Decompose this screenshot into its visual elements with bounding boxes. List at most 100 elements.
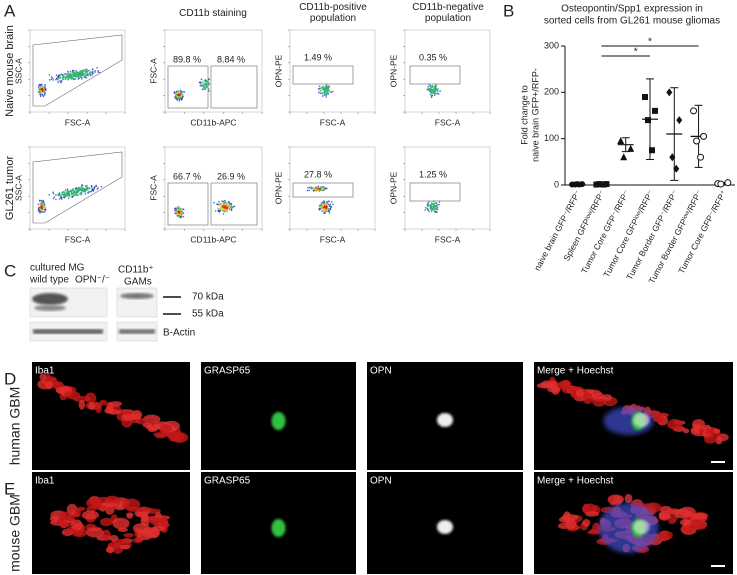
y-axis-label: FSC-A (148, 175, 158, 201)
event-dot (63, 191, 66, 193)
event-dot (182, 90, 184, 93)
event-dot (430, 96, 433, 98)
event-dot (76, 75, 78, 78)
event-dot (427, 209, 430, 211)
cell-signal (63, 528, 78, 533)
event-dot (204, 79, 206, 82)
event-dot (40, 202, 43, 204)
event-dot (63, 78, 65, 80)
event-dot (45, 89, 47, 92)
channel-label: Merge + Hoechst (537, 366, 614, 377)
event-dot (180, 99, 183, 101)
event-dot (325, 85, 327, 87)
event-dot (67, 78, 70, 81)
event-dot (42, 95, 45, 98)
event-dot (323, 94, 326, 96)
event-dot (76, 188, 78, 190)
event-dot (438, 203, 440, 206)
cell-signal (678, 506, 696, 518)
event-dot (73, 71, 75, 74)
cell-signal (682, 428, 690, 434)
event-dot (436, 205, 439, 207)
event-dot (66, 189, 69, 191)
event-dot (323, 89, 326, 91)
cell-signal (44, 381, 54, 390)
event-dot (81, 78, 83, 80)
row-label: GL261 tumor (4, 156, 16, 221)
event-dot (205, 83, 207, 86)
event-dot (202, 85, 204, 87)
event-dot (57, 194, 60, 196)
event-dot (58, 198, 61, 200)
y-axis-label: SSC-A (13, 175, 23, 201)
row-label: mouse GBM (7, 494, 23, 572)
y-axis-label: Fold change to (519, 85, 529, 145)
event-dot (203, 87, 205, 89)
cell-signal (713, 428, 721, 434)
cell-signal (565, 518, 577, 530)
channel-label: Iba1 (35, 366, 55, 377)
data-point (642, 93, 648, 100)
event-dot (182, 212, 185, 214)
event-dot (230, 202, 232, 205)
event-dot (319, 187, 322, 189)
event-dot (327, 92, 330, 94)
event-dot (328, 207, 330, 210)
event-dot (45, 88, 47, 90)
cell-signal (146, 526, 161, 539)
data-point (620, 153, 628, 161)
event-dot (327, 200, 329, 203)
event-dot (431, 201, 433, 204)
event-dot (177, 210, 180, 213)
golgi-signal (271, 412, 286, 430)
event-dot (89, 71, 92, 74)
event-dot (315, 189, 317, 191)
event-dot (319, 87, 321, 90)
event-dot (320, 202, 323, 205)
event-dot (55, 198, 57, 201)
event-dot (86, 73, 89, 76)
event-dot (433, 91, 436, 93)
event-dot (84, 72, 87, 75)
event-dot (79, 189, 81, 192)
cell-signal (100, 517, 113, 527)
y-axis-label: SSC-A (13, 58, 23, 84)
event-dot (332, 203, 334, 206)
nucleus-signal (598, 503, 659, 553)
cell-signal (71, 519, 83, 532)
cell-signal (132, 537, 143, 544)
event-dot (93, 188, 95, 190)
blot-band (119, 329, 155, 334)
cell-signal (104, 504, 115, 515)
event-dot (317, 189, 320, 191)
event-dot (58, 77, 61, 79)
event-dot (57, 81, 59, 83)
event-dot (58, 75, 61, 77)
event-dot (324, 91, 327, 94)
cell-signal (658, 512, 671, 521)
data-point (690, 107, 698, 115)
event-dot (180, 210, 183, 212)
event-dot (87, 192, 89, 194)
gate-percentage: 1.25 % (419, 169, 447, 179)
y-tick-label: 200 (544, 87, 559, 97)
event-dot (77, 73, 79, 76)
flow-plot-frame (289, 29, 376, 113)
chart-title: sorted cells from GL261 mouse gliomas (544, 16, 720, 27)
event-dot (179, 94, 181, 97)
event-dot (84, 193, 87, 195)
event-dot (40, 205, 42, 208)
event-dot (100, 185, 103, 188)
lane-label: cultured MG (30, 263, 85, 274)
event-dot (55, 78, 57, 81)
cell-signal (73, 529, 83, 536)
event-dot (233, 205, 236, 207)
event-dot (64, 77, 67, 80)
event-dot (84, 76, 87, 78)
event-dot (52, 193, 55, 195)
cell-signal (602, 394, 613, 401)
event-dot (66, 192, 68, 194)
event-dot (328, 208, 330, 211)
gate (292, 182, 354, 198)
cell-signal (99, 399, 108, 406)
